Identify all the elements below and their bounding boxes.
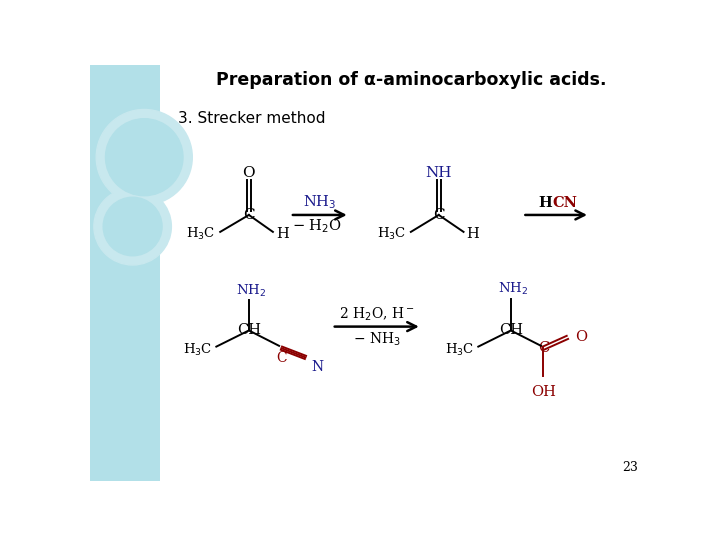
Text: N: N — [311, 360, 323, 374]
Text: H$_3$C: H$_3$C — [377, 226, 406, 242]
Text: CH: CH — [237, 323, 261, 338]
Text: NH$_2$: NH$_2$ — [498, 281, 528, 297]
Text: NH: NH — [426, 166, 452, 180]
Text: OH: OH — [531, 385, 556, 399]
Text: 23: 23 — [622, 462, 638, 475]
Circle shape — [94, 188, 171, 265]
Text: $-$ H$_2$O: $-$ H$_2$O — [292, 218, 342, 235]
Circle shape — [106, 119, 183, 195]
Text: H$_3$C: H$_3$C — [183, 342, 212, 357]
Text: $-$ NH$_3$: $-$ NH$_3$ — [353, 330, 400, 348]
Circle shape — [103, 197, 162, 256]
Text: H: H — [538, 195, 552, 210]
Text: H$_3$C: H$_3$C — [445, 342, 474, 357]
Text: H: H — [276, 227, 289, 241]
Text: H$_3$C: H$_3$C — [186, 226, 215, 242]
Bar — [90, 65, 160, 481]
Text: NH$_2$: NH$_2$ — [236, 283, 266, 299]
Text: C: C — [433, 208, 444, 222]
Text: C: C — [276, 351, 287, 365]
Text: 2 H$_2$O, H$^-$: 2 H$_2$O, H$^-$ — [339, 306, 415, 323]
Text: C: C — [539, 341, 550, 355]
Text: H: H — [467, 227, 480, 241]
Text: CH: CH — [499, 323, 523, 338]
Text: CN: CN — [553, 195, 577, 210]
Text: O: O — [243, 166, 255, 180]
Text: C: C — [243, 208, 255, 222]
Text: NH$_3$: NH$_3$ — [302, 194, 336, 212]
Text: 3. Strecker method: 3. Strecker method — [178, 111, 325, 126]
Text: O: O — [575, 329, 588, 343]
Circle shape — [96, 110, 192, 205]
Text: Preparation of α-aminocarboxylic acids.: Preparation of α-aminocarboxylic acids. — [217, 71, 607, 89]
